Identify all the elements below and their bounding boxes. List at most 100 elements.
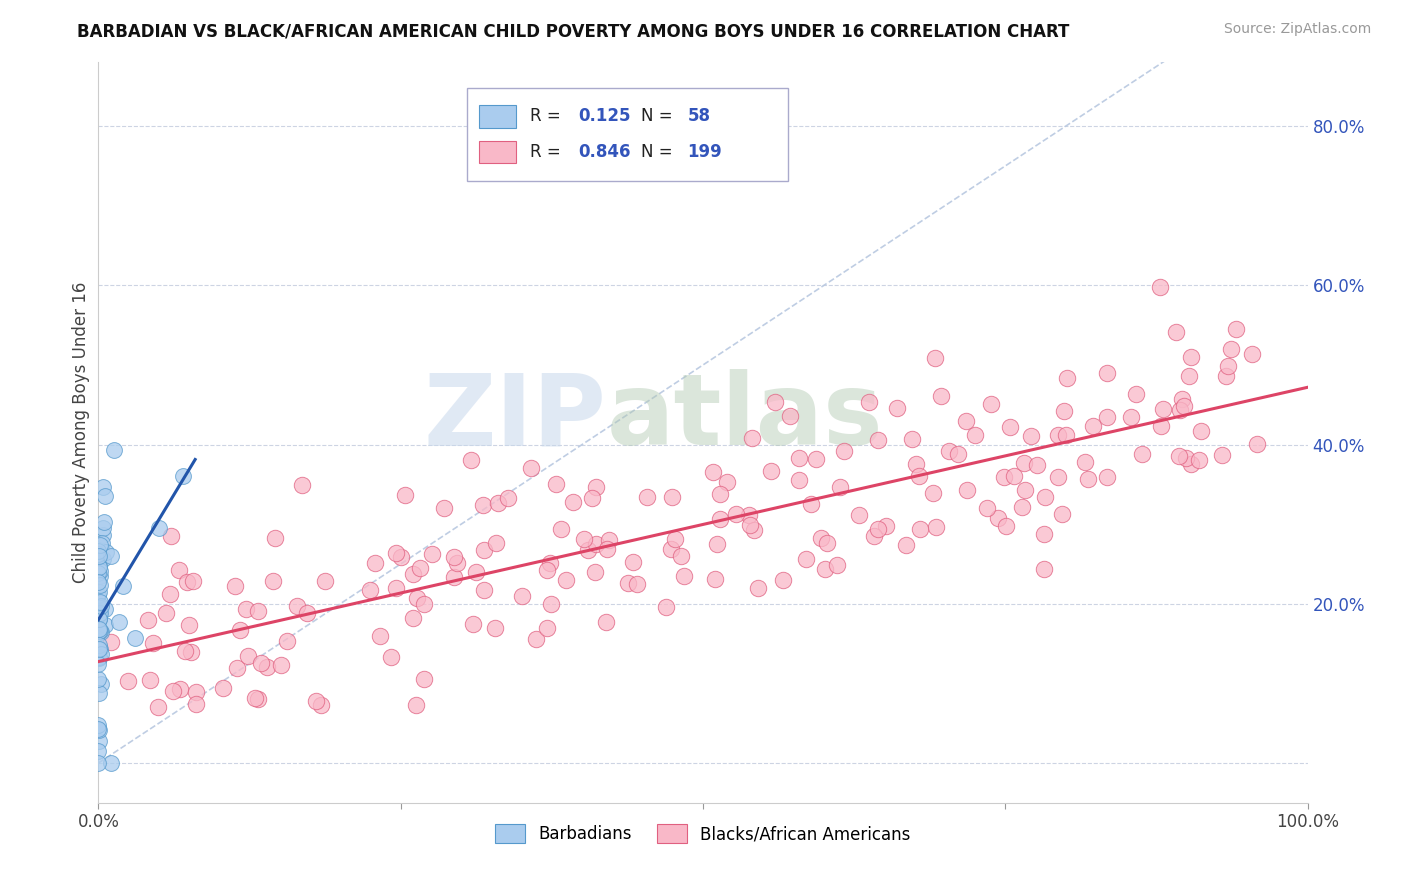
Point — [160, 529, 183, 543]
Point — [285, 599, 308, 613]
Point — [224, 579, 246, 593]
Point — [465, 565, 488, 579]
Point — [1095, 367, 1118, 381]
Point — [89, 606, 111, 620]
Point — [955, 483, 977, 497]
Point — [946, 447, 969, 461]
Point — [87, 657, 110, 671]
Point — [89, 650, 111, 665]
Point — [703, 572, 725, 586]
Point — [229, 623, 252, 637]
Point — [834, 443, 856, 458]
Point — [536, 563, 558, 577]
Point — [1032, 561, 1054, 575]
Point — [1046, 469, 1069, 483]
Point — [779, 409, 801, 423]
Point — [155, 607, 177, 621]
Text: BARBADIAN VS BLACK/AFRICAN AMERICAN CHILD POVERTY AMONG BOYS UNDER 16 CORRELATIO: BARBADIAN VS BLACK/AFRICAN AMERICAN CHIL… — [77, 22, 1070, 40]
Point — [461, 617, 484, 632]
Point — [91, 521, 114, 535]
Point — [1149, 279, 1171, 293]
Point — [87, 624, 110, 638]
Point — [1054, 428, 1077, 442]
Point — [413, 598, 436, 612]
Point — [297, 606, 319, 620]
Point — [963, 427, 986, 442]
Point — [636, 490, 658, 504]
Point — [875, 518, 897, 533]
Point — [87, 559, 110, 574]
Point — [433, 501, 456, 516]
Text: R =: R = — [530, 108, 567, 126]
Text: ZIP: ZIP — [423, 369, 606, 467]
Point — [572, 532, 595, 546]
Point — [1219, 343, 1241, 357]
Point — [664, 532, 686, 546]
Point — [796, 551, 818, 566]
Point — [1014, 483, 1036, 497]
Point — [510, 589, 533, 603]
Point — [998, 419, 1021, 434]
Point — [1167, 449, 1189, 463]
Point — [402, 610, 425, 624]
Point — [724, 507, 747, 521]
Point — [139, 673, 162, 688]
Point — [976, 501, 998, 516]
Point — [907, 468, 929, 483]
Point — [830, 480, 852, 494]
Point — [1240, 347, 1263, 361]
Point — [1175, 450, 1198, 465]
Point — [655, 600, 678, 615]
Point — [412, 672, 434, 686]
Point — [738, 508, 761, 522]
Point — [100, 635, 122, 649]
Point — [394, 487, 416, 501]
Point — [87, 638, 110, 652]
Point — [90, 625, 112, 640]
Point — [1002, 468, 1025, 483]
Point — [1047, 427, 1070, 442]
Point — [1152, 402, 1174, 417]
Point — [1215, 368, 1237, 383]
Point — [536, 621, 558, 635]
Text: atlas: atlas — [606, 369, 883, 467]
Point — [389, 550, 412, 565]
Point — [709, 487, 731, 501]
FancyBboxPatch shape — [479, 141, 516, 163]
Point — [550, 522, 572, 536]
Point — [211, 681, 233, 696]
Point — [626, 576, 648, 591]
Point — [256, 660, 278, 674]
Point — [87, 599, 110, 614]
Text: 58: 58 — [688, 108, 710, 126]
Point — [87, 744, 110, 758]
Text: 199: 199 — [688, 143, 723, 161]
Legend: Barbadians, Blacks/African Americans: Barbadians, Blacks/African Americans — [488, 817, 918, 850]
Point — [858, 395, 880, 409]
Point — [87, 722, 110, 736]
Point — [162, 684, 184, 698]
Point — [1189, 424, 1212, 438]
Point — [89, 612, 111, 626]
Point — [987, 510, 1010, 524]
Point — [661, 490, 683, 504]
Point — [264, 531, 287, 545]
Point — [544, 476, 567, 491]
Point — [908, 522, 931, 536]
Point — [787, 450, 810, 465]
FancyBboxPatch shape — [479, 105, 516, 128]
Point — [741, 431, 763, 445]
Point — [91, 552, 114, 566]
Point — [848, 508, 870, 522]
Point — [1125, 387, 1147, 401]
Point — [661, 541, 683, 556]
Point — [262, 574, 284, 588]
Point — [1050, 507, 1073, 521]
Point — [1032, 527, 1054, 541]
Point — [595, 615, 617, 629]
Point — [1171, 392, 1194, 406]
Point — [311, 698, 333, 713]
Point — [540, 597, 562, 611]
Point — [825, 558, 848, 572]
Point — [169, 563, 191, 577]
